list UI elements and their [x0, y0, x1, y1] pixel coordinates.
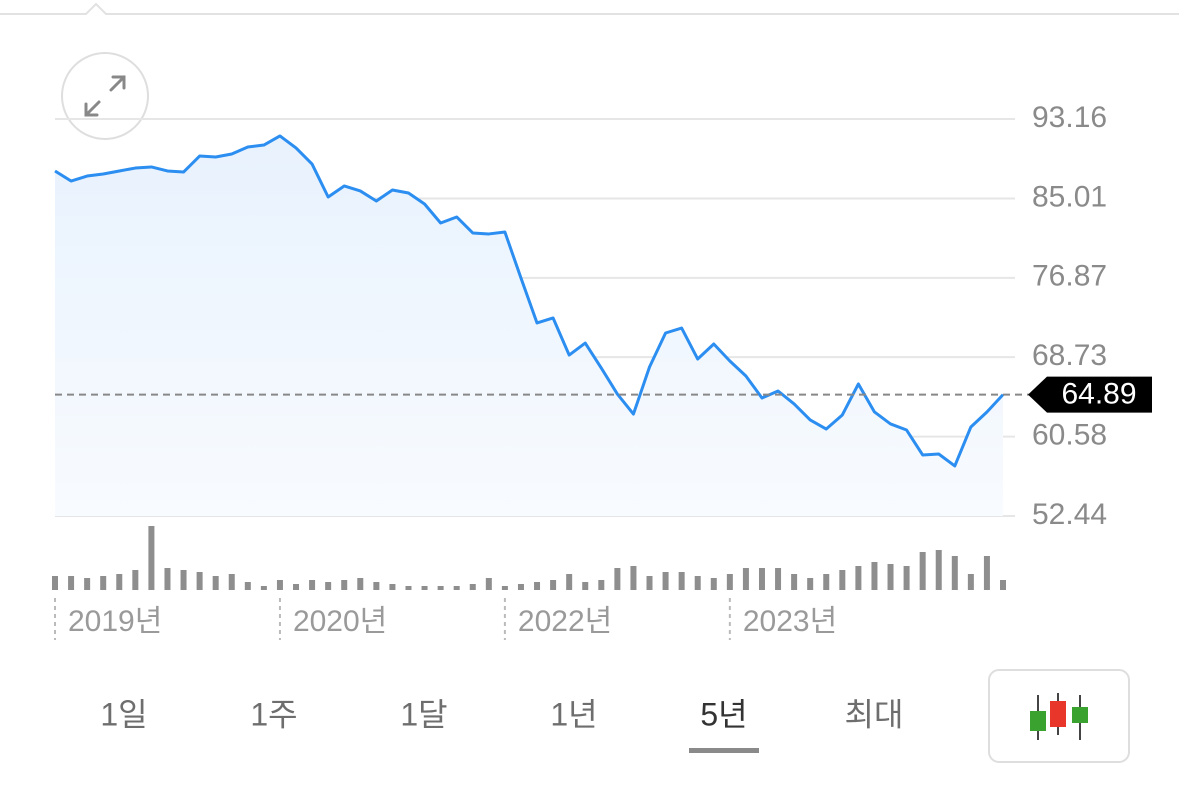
x-tick-label: 2019년: [68, 605, 162, 638]
volume-bar: [775, 568, 782, 590]
top-border: [0, 2, 1179, 15]
range-button[interactable]: 5년: [700, 696, 747, 732]
volume-bar: [919, 552, 926, 590]
volume-bar: [646, 576, 653, 590]
price-line: [54, 134, 1005, 468]
volume-bar: [614, 568, 621, 590]
volume-bar: [132, 570, 139, 590]
volume-bar: [148, 526, 155, 590]
volume-bar: [598, 580, 605, 590]
volume-bar: [100, 576, 107, 590]
volume-bar: [485, 578, 492, 590]
volume-bar: [887, 564, 894, 590]
x-tick-label: 2022년: [518, 605, 612, 638]
volume-bar: [212, 576, 219, 590]
volume-bar: [550, 580, 557, 590]
volume-bar: [823, 574, 830, 590]
volume-bar: [84, 578, 91, 590]
volume-bar: [630, 566, 637, 590]
volume-bar: [180, 570, 187, 590]
volume-bar: [196, 572, 203, 590]
volume-bar: [903, 566, 910, 590]
volume-bar: [389, 584, 396, 590]
volume-bar: [566, 574, 573, 590]
y-tick-label: 68.73: [1032, 339, 1107, 372]
volume-bar: [469, 584, 476, 590]
volume-bar: [694, 576, 701, 590]
volume-bar: [357, 578, 364, 590]
range-button[interactable]: 최대: [845, 696, 904, 732]
volume-bar: [807, 578, 814, 590]
volume-bar: [742, 568, 749, 590]
volume-bar: [68, 576, 75, 590]
price-tag-label: 64.89: [1061, 378, 1136, 411]
volume-bar: [758, 568, 765, 590]
volume-bar: [244, 582, 251, 590]
volume-bar: [678, 572, 685, 590]
volume-bar: [373, 582, 380, 590]
range-button[interactable]: 1년: [550, 696, 597, 732]
price-area: [55, 135, 1003, 516]
volume-bar: [839, 570, 846, 590]
volume-bar: [662, 572, 669, 590]
volume-bar: [1000, 580, 1006, 590]
volume-bar: [871, 562, 878, 590]
range-button[interactable]: 1달: [400, 696, 447, 732]
volume-bar: [421, 586, 428, 590]
chart-type-button[interactable]: [988, 669, 1130, 763]
expand-button[interactable]: [61, 52, 149, 140]
volume-bar: [517, 584, 524, 590]
y-tick-label: 85.01: [1032, 180, 1107, 213]
volume-bar: [501, 586, 508, 590]
y-tick-label: 93.16: [1032, 101, 1107, 134]
volume-bar: [855, 566, 862, 590]
x-tick-label: 2020년: [293, 605, 387, 638]
volume-bar: [405, 586, 412, 590]
volume-bar: [983, 556, 990, 590]
volume-bar: [116, 574, 123, 590]
volume-bar: [726, 574, 733, 590]
volume-bar: [52, 576, 58, 590]
volume-bar: [260, 586, 267, 590]
y-tick-label: 52.44: [1032, 498, 1107, 531]
volume-bar: [710, 578, 717, 590]
volume-bar: [951, 556, 958, 590]
volume-bar: [453, 586, 460, 590]
y-tick-label: 60.58: [1032, 419, 1107, 452]
range-button[interactable]: 1일: [100, 696, 147, 732]
volume-bar: [935, 550, 942, 590]
volume-bar: [325, 582, 332, 590]
range-button[interactable]: 1주: [250, 696, 297, 732]
volume-bar: [276, 580, 283, 590]
y-tick-label: 76.87: [1032, 260, 1107, 293]
x-tick-label: 2023년: [743, 605, 837, 638]
volume-bar: [164, 568, 171, 590]
volume-bar: [293, 584, 300, 590]
volume-bar: [309, 580, 316, 590]
volume-bar: [228, 574, 235, 590]
volume-bar: [341, 580, 348, 590]
volume-bar: [582, 582, 589, 590]
price-tag: [1028, 376, 1152, 413]
range-selected-indicator: [689, 748, 759, 753]
volume-bar: [967, 574, 974, 590]
volume-bar: [791, 574, 798, 590]
volume-bar: [534, 582, 541, 590]
volume-bar: [437, 586, 444, 590]
